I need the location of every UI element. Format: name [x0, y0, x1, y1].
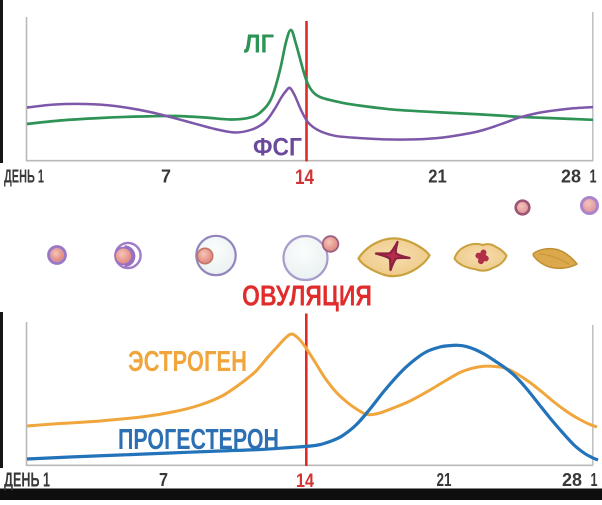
svg-text:21: 21 — [428, 167, 447, 187]
svg-text:14: 14 — [295, 166, 314, 189]
svg-text:28: 28 — [562, 470, 582, 490]
svg-text:1: 1 — [591, 470, 598, 490]
svg-text:1: 1 — [590, 167, 597, 187]
svg-text:ЛГ: ЛГ — [244, 29, 274, 59]
svg-text:7: 7 — [159, 470, 168, 490]
svg-text:ДЕНЬ 1: ДЕНЬ 1 — [4, 167, 44, 187]
svg-text:ПРОГЕСТЕРОН: ПРОГЕСТЕРОН — [118, 424, 279, 456]
svg-text:ФСГ: ФСГ — [253, 134, 302, 162]
svg-text:ЭСТРОГЕН: ЭСТРОГЕН — [128, 346, 247, 378]
svg-text:21: 21 — [437, 470, 452, 490]
svg-text:14: 14 — [296, 471, 314, 492]
svg-text:ОВУЛЯЦИЯ: ОВУЛЯЦИЯ — [242, 281, 372, 313]
svg-text:ДЕНЬ 1: ДЕНЬ 1 — [4, 470, 50, 492]
svg-text:7: 7 — [161, 167, 171, 187]
svg-text:28: 28 — [561, 167, 581, 187]
